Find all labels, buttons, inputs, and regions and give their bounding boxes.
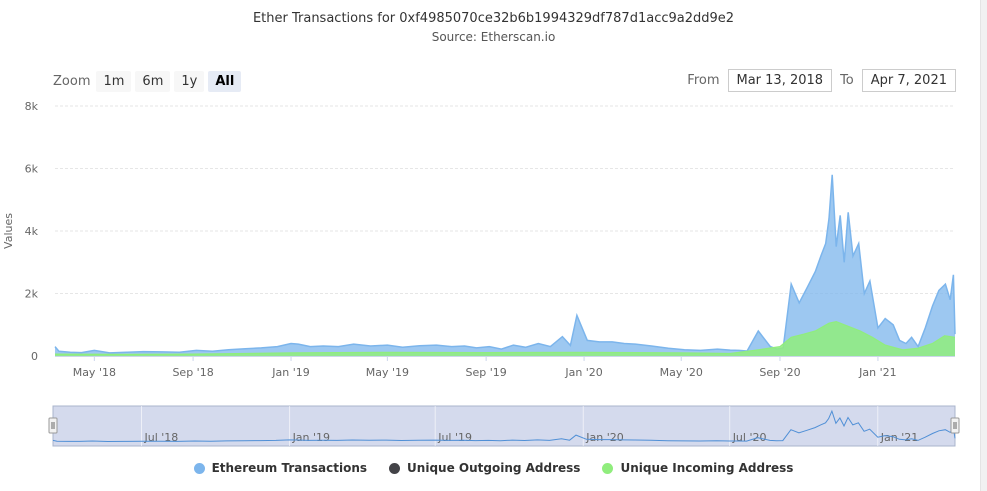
navigator-handle-body (950, 417, 960, 434)
series-areas (54, 174, 956, 356)
x-axis-ticks: May '18 Sep '18 Jan '19 May '19 Sep '19 Jan '… (73, 356, 897, 379)
navigator-handle-body (48, 417, 58, 434)
legend-marker-icon (389, 462, 401, 474)
x-tick-label: May '20 (660, 366, 703, 379)
legend-item-unique-incoming-address[interactable]: Unique Incoming Address (602, 461, 793, 475)
page-scrollbar[interactable] (980, 0, 987, 491)
x-tick-label: Sep '20 (759, 366, 800, 379)
x-tick-label: Jan '19 (271, 366, 309, 379)
x-tick-label: May '19 (366, 366, 409, 379)
legend-label: Unique Incoming Address (620, 461, 794, 475)
navigator-tick-label: Jul '19 (437, 431, 472, 444)
chart-title: Ether Transactions for 0xf4985070ce32b6b… (252, 11, 735, 26)
x-tick-label: May '18 (73, 366, 116, 379)
series-area-unique-incoming-address (55, 321, 955, 356)
to-label: To (840, 73, 854, 88)
navigator-tick-label: Jan '20 (585, 431, 623, 444)
zoom-1m-button[interactable]: 1m (96, 70, 132, 92)
date-range-selector: From Mar 13, 2018 To Apr 7, 2021 (679, 69, 956, 92)
navigator-tick-label: Jul '20 (732, 431, 767, 444)
zoom-1y-button[interactable]: 1y (174, 70, 205, 92)
navigator-left-handle[interactable] (48, 417, 58, 434)
navigator-series-line (52, 409, 956, 443)
zoom-controls: Zoom 1m 6m 1y All (53, 70, 245, 92)
legend-item-ethereum-transactions[interactable]: Ethereum Transactions (193, 461, 368, 475)
navigator-right-handle[interactable] (950, 417, 960, 434)
y-tick-label: 6k (25, 163, 39, 176)
y-tick-label: 2k (25, 288, 39, 301)
navigator-mask[interactable] (52, 405, 956, 447)
navigator-tick-label: Jul '18 (144, 431, 179, 444)
y-tick-label: 8k (25, 100, 39, 113)
legend-label: Unique Outgoing Address (407, 461, 581, 475)
y-axis-ticks: 0 2k 4k 6k 8k (25, 100, 39, 363)
legend-marker-icon (193, 462, 205, 474)
series-line-unique-incoming-address (54, 320, 956, 356)
series-line-ethereum-transactions (54, 174, 956, 354)
navigator[interactable]: Jul '18 Jan '19 Jul '19 Jan '20 Jul '20 Jan '… (48, 405, 960, 447)
navigator-tick-label: Jan '21 (880, 431, 918, 444)
y-tick-label: 0 (31, 350, 38, 363)
legend-marker-icon (602, 462, 614, 474)
chart-subtitle: Source: Etherscan.io (431, 30, 556, 44)
to-date-input[interactable]: Apr 7, 2021 (861, 69, 956, 92)
zoom-all-button[interactable]: All (208, 70, 242, 92)
legend: Ethereum Transactions Unique Outgoing Ad… (0, 461, 987, 475)
legend-label: Ethereum Transactions (211, 461, 368, 475)
y-tick-label: 4k (25, 225, 39, 238)
x-tick-label: Sep '18 (172, 366, 213, 379)
y-axis-label: Values (2, 213, 15, 249)
zoom-label: Zoom (53, 73, 91, 89)
from-date-input[interactable]: Mar 13, 2018 (727, 69, 833, 92)
legend-item-unique-outgoing-address[interactable]: Unique Outgoing Address (389, 461, 580, 475)
navigator-tick-label: Jan '19 (292, 431, 330, 444)
x-tick-label: Jan '21 (858, 366, 896, 379)
from-label: From (687, 73, 720, 88)
grid-lines (55, 105, 955, 294)
x-tick-label: Jan '20 (564, 366, 602, 379)
x-tick-label: Sep '19 (466, 366, 507, 379)
zoom-6m-button[interactable]: 6m (135, 70, 171, 92)
